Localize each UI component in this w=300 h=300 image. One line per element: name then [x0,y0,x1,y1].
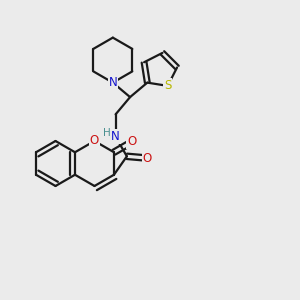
Text: O: O [127,135,136,148]
Text: O: O [143,152,152,165]
Text: N: N [111,130,120,143]
Text: O: O [90,134,99,148]
Text: H: H [103,128,110,138]
Text: S: S [164,80,171,92]
Text: N: N [109,76,117,89]
